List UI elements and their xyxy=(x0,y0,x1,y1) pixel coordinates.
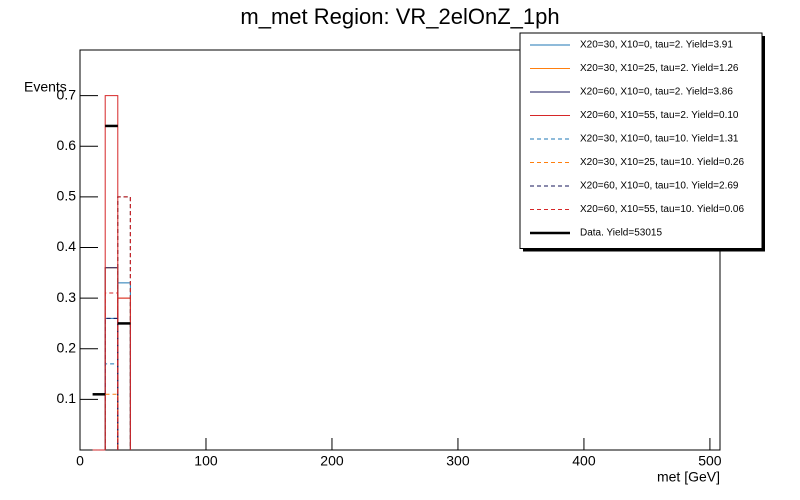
legend-label: X20=30, X10=25, tau=2. Yield=1.26 xyxy=(580,63,739,74)
histogram-bin xyxy=(117,297,131,450)
y-tick-label: 0.7 xyxy=(57,86,77,102)
x-tick-label: 500 xyxy=(698,453,722,469)
y-tick-label: 0.1 xyxy=(57,390,77,406)
histogram-bin xyxy=(104,317,119,450)
histogram-bin xyxy=(104,95,119,450)
histogram-bin xyxy=(117,282,131,450)
x-tick-label: 300 xyxy=(446,453,470,469)
x-tick-label: 200 xyxy=(320,453,344,469)
y-tick-label: 0.2 xyxy=(57,339,77,355)
histogram-bin xyxy=(117,196,131,450)
x-tick-label: 400 xyxy=(572,453,596,469)
y-axis-label: Events xyxy=(24,79,67,95)
legend-label: X20=60, X10=55, tau=2. Yield=0.10 xyxy=(580,110,739,121)
chart-title: m_met Region: VR_2elOnZ_1ph xyxy=(240,4,559,29)
y-tick-label: 0.6 xyxy=(57,137,77,153)
histogram-bin xyxy=(104,292,119,450)
histogram-bin xyxy=(117,322,131,450)
legend-label: X20=60, X10=55, tau=10. Yield=0.06 xyxy=(580,204,744,215)
histogram-bin xyxy=(104,267,119,450)
legend-label: X20=30, X10=0, tau=2. Yield=3.91 xyxy=(580,40,733,51)
y-tick-label: 0.5 xyxy=(57,188,77,204)
histogram-bin xyxy=(104,393,119,450)
legend-label: X20=30, X10=0, tau=10. Yield=1.31 xyxy=(580,134,739,145)
x-tick-label: 0 xyxy=(76,453,84,469)
legend-label: X20=30, X10=25, tau=10. Yield=0.26 xyxy=(580,157,744,168)
histogram-bin xyxy=(104,267,119,450)
legend-label: X20=60, X10=0, tau=10. Yield=2.69 xyxy=(580,181,739,192)
legend-label: X20=60, X10=0, tau=2. Yield=3.86 xyxy=(580,87,733,98)
x-axis-label: met [GeV] xyxy=(657,469,720,485)
y-tick-label: 0.4 xyxy=(57,238,77,254)
x-tick-label: 100 xyxy=(194,453,218,469)
histogram-bin xyxy=(117,297,131,450)
histogram-bin xyxy=(104,363,119,450)
legend-label: Data. Yield=53015 xyxy=(580,228,662,239)
histogram-bin xyxy=(104,317,119,450)
y-tick-label: 0.3 xyxy=(57,289,77,305)
